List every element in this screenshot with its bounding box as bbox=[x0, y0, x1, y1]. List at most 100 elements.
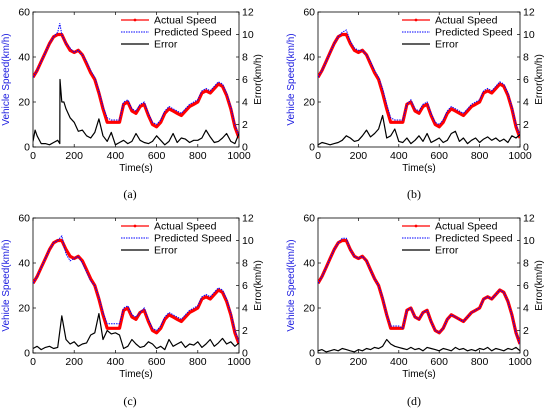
y-right-tick-label: 10 bbox=[242, 235, 254, 247]
x-tick-label: 0 bbox=[30, 150, 36, 162]
x-tick-label: 400 bbox=[390, 356, 408, 368]
y-right-tick-label: 0 bbox=[523, 142, 529, 154]
x-tick-label: 0 bbox=[315, 356, 321, 368]
legend-entry: Actual Speed bbox=[154, 221, 217, 233]
y-right-tick-label: 6 bbox=[242, 280, 248, 292]
x-tick-label: 400 bbox=[107, 356, 125, 368]
x-tick-label: 0 bbox=[30, 356, 36, 368]
y-right-tick-label: 8 bbox=[242, 258, 248, 270]
legend-entry: Actual Speed bbox=[154, 15, 217, 27]
x-tick-label: 200 bbox=[65, 150, 83, 162]
y-left-tick-label: 20 bbox=[303, 303, 315, 315]
chart-panel-c: 0 200 400 600 800 10000204060024681012Vehicle… bbox=[1, 213, 264, 409]
y-left-tick-label: 0 bbox=[24, 142, 30, 154]
y-right-tick-label: 0 bbox=[242, 142, 248, 154]
series-actual-speed bbox=[318, 32, 520, 139]
y-right-tick-label: 2 bbox=[242, 119, 248, 131]
legend-marker bbox=[414, 18, 418, 22]
x-tick-label: 600 bbox=[430, 150, 448, 162]
plot-area bbox=[317, 217, 521, 354]
x-tick-label: 800 bbox=[471, 150, 489, 162]
legend-entry: Predicted Speed bbox=[435, 27, 513, 39]
panel-label: (a) bbox=[123, 187, 136, 201]
y-right-tick-label: 12 bbox=[242, 213, 254, 225]
x-tick-label: 1000 bbox=[508, 150, 532, 162]
series-error bbox=[318, 114, 520, 146]
series-error bbox=[33, 313, 239, 351]
y-right-axis-label: Error(km/h) bbox=[253, 54, 264, 105]
y-left-axis-label: Vehicle Speed(km/h) bbox=[286, 33, 297, 125]
legend-marker bbox=[133, 18, 137, 22]
series-predicted-speed bbox=[318, 29, 520, 136]
y-right-tick-label: 2 bbox=[242, 325, 248, 337]
y-right-tick-label: 10 bbox=[242, 29, 254, 41]
legend-marker bbox=[133, 224, 137, 228]
series-actual-speed bbox=[33, 238, 239, 345]
legend-entry: Error bbox=[435, 245, 459, 257]
x-tick-label: 800 bbox=[471, 356, 489, 368]
x-tick-label: 0 bbox=[315, 150, 321, 162]
y-left-tick-label: 40 bbox=[303, 52, 315, 64]
y-right-axis-label: Error(km/h) bbox=[253, 260, 264, 311]
y-left-tick-label: 60 bbox=[303, 213, 315, 225]
y-right-tick-label: 12 bbox=[523, 213, 535, 225]
y-right-tick-label: 4 bbox=[242, 303, 248, 315]
y-left-tick-label: 40 bbox=[303, 258, 315, 270]
x-tick-label: 600 bbox=[148, 356, 166, 368]
x-axis-label: Time(s) bbox=[402, 163, 436, 174]
y-right-tick-label: 8 bbox=[242, 52, 248, 64]
y-left-tick-label: 20 bbox=[18, 303, 30, 315]
y-left-tick-label: 20 bbox=[18, 97, 30, 109]
y-right-tick-label: 6 bbox=[242, 74, 248, 86]
y-left-tick-label: 0 bbox=[24, 348, 30, 360]
x-tick-label: 800 bbox=[189, 150, 207, 162]
y-right-tick-label: 12 bbox=[523, 7, 535, 19]
legend-entry: Error bbox=[154, 39, 178, 51]
y-right-tick-label: 0 bbox=[523, 348, 529, 360]
legend-entry: Predicted Speed bbox=[154, 27, 232, 39]
y-left-tick-label: 60 bbox=[18, 213, 30, 225]
panel-label: (c) bbox=[123, 394, 136, 408]
series-actual-speed bbox=[33, 32, 239, 139]
y-left-tick-label: 20 bbox=[303, 97, 315, 109]
series-error bbox=[318, 338, 520, 353]
y-right-tick-label: 10 bbox=[523, 29, 535, 41]
panel-label: (b) bbox=[407, 187, 421, 201]
y-right-tick-label: 8 bbox=[523, 52, 529, 64]
y-right-tick-label: 0 bbox=[242, 348, 248, 360]
x-axis-label: Time(s) bbox=[402, 369, 436, 380]
x-tick-label: 1000 bbox=[227, 150, 251, 162]
plot-area bbox=[317, 11, 521, 148]
y-left-tick-label: 60 bbox=[303, 7, 315, 19]
y-right-tick-label: 6 bbox=[523, 280, 529, 292]
chart-panel-a: 0 200 400 600 800 10000204060024681012Vehicle… bbox=[1, 7, 264, 202]
y-left-tick-label: 40 bbox=[18, 52, 30, 64]
x-tick-label: 200 bbox=[350, 356, 368, 368]
legend-entry: Predicted Speed bbox=[435, 233, 513, 245]
y-right-tick-label: 6 bbox=[523, 74, 529, 86]
series-error bbox=[33, 78, 239, 146]
y-left-axis-label: Vehicle Speed(km/h) bbox=[1, 239, 12, 331]
x-axis-label: Time(s) bbox=[119, 369, 153, 380]
y-right-tick-label: 4 bbox=[523, 97, 529, 109]
x-tick-label: 1000 bbox=[227, 356, 251, 368]
y-left-tick-label: 0 bbox=[309, 142, 315, 154]
y-right-tick-label: 12 bbox=[242, 7, 254, 19]
series-group bbox=[318, 29, 520, 146]
series-group bbox=[33, 23, 239, 146]
y-right-tick-label: 2 bbox=[523, 119, 529, 131]
y-left-axis-label: Vehicle Speed(km/h) bbox=[286, 239, 297, 331]
legend-entry: Actual Speed bbox=[435, 15, 498, 27]
series-predicted-speed bbox=[33, 23, 239, 136]
x-tick-label: 200 bbox=[65, 356, 83, 368]
y-right-tick-label: 10 bbox=[523, 235, 535, 247]
plot-area bbox=[32, 11, 240, 148]
legend-entry: Error bbox=[435, 39, 459, 51]
y-right-tick-label: 2 bbox=[523, 325, 529, 337]
y-right-tick-label: 4 bbox=[242, 97, 248, 109]
x-tick-label: 600 bbox=[148, 150, 166, 162]
